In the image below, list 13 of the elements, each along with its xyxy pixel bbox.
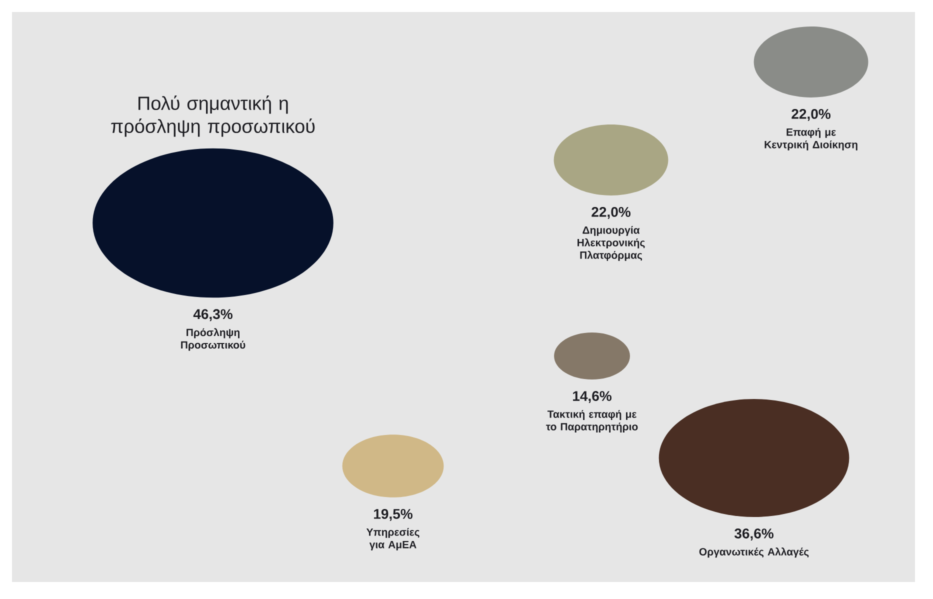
data-label: 14,6%: [573, 391, 612, 404]
data-label: 22,0%: [792, 108, 830, 121]
category-label: Δημιουργία Ηλεκτρονικής Πλατφόρμας: [578, 226, 645, 261]
category-label: Πρόσληψη Προσωπικού: [181, 328, 246, 351]
data-label: 19,5%: [374, 508, 412, 521]
category-label: Υπηρεσίες για ΑμΕΑ: [366, 528, 420, 550]
data-label: 22,0%: [592, 206, 630, 219]
data-label: 36,6%: [734, 528, 774, 540]
text: Πολύ σημαντική η πρόσληψη προσωπικού: [111, 96, 315, 137]
category-label: Τακτική επαφή με το Παρατηρητήριο: [546, 410, 638, 432]
category-label: Επαφή με Κεντρική Διοίκηση: [764, 128, 858, 150]
category-label: Οργανωτικές Αλλαγές: [699, 548, 809, 558]
data-label: 46,3%: [193, 309, 232, 322]
